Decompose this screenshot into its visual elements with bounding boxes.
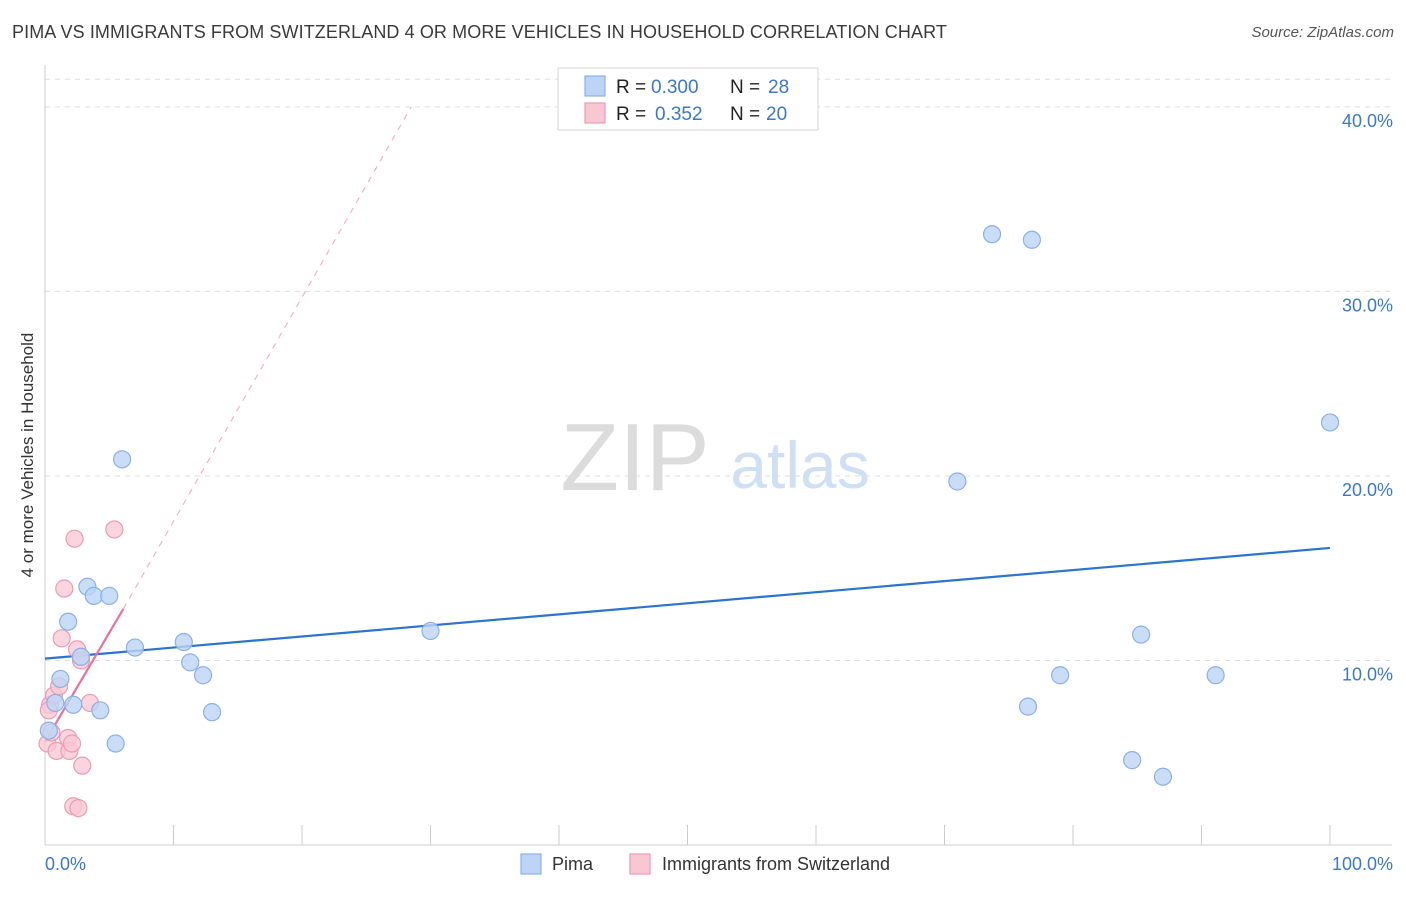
swiss-point — [52, 629, 71, 648]
pima-n-value: 28 — [768, 77, 789, 98]
grid-lines — [45, 78, 1392, 661]
x-tick-label: 100.0% — [1332, 854, 1393, 874]
pima-point — [1123, 751, 1142, 770]
pima-point — [421, 621, 440, 641]
y-tick-label: 30.0% — [1342, 295, 1393, 315]
pima-point — [948, 472, 967, 491]
chart-title: PIMA VS IMMIGRANTS FROM SWITZERLAND 4 OR… — [12, 22, 947, 42]
y-tick-label: 40.0% — [1342, 111, 1393, 131]
pima-point — [181, 653, 200, 672]
pima-point — [91, 701, 110, 720]
y-tick-label: 10.0% — [1342, 664, 1393, 684]
x-tick-label: 0.0% — [45, 854, 86, 874]
pima-r-label: R = — [616, 77, 646, 98]
swiss-r-label: R = — [616, 104, 646, 125]
legend-pima-swatch — [520, 853, 542, 875]
swiss-n-label: N = — [730, 104, 760, 125]
swiss-trend-extension — [122, 106, 412, 610]
swiss-stats-swatch — [584, 102, 606, 124]
pima-point — [125, 638, 145, 657]
pima-point — [1018, 697, 1038, 716]
tick-labels: 10.0% 20.0% 30.0% 40.0% 0.0% 100.0% — [45, 111, 1393, 874]
swiss-point — [69, 798, 88, 818]
y-axis-title: 4 or more Vehicles in Household — [18, 333, 37, 578]
pima-point — [106, 734, 125, 753]
legend-swiss-label: Immigrants from Switzerland — [662, 854, 890, 874]
swiss-trend-line — [44, 608, 125, 743]
pima-point — [112, 450, 132, 469]
pima-point — [39, 721, 58, 740]
pima-point — [1051, 666, 1070, 685]
pima-point — [100, 586, 119, 605]
swiss-n-value: 20 — [766, 104, 787, 125]
pima-point — [59, 612, 78, 631]
pima-point — [1132, 625, 1151, 644]
axes — [44, 65, 1392, 846]
pima-stats-swatch — [584, 75, 606, 97]
pima-point — [46, 693, 65, 713]
pima-r-value: 0.300 — [651, 77, 699, 98]
watermark-zip: ZIP — [560, 404, 709, 511]
pima-point — [193, 666, 213, 685]
legend-pima-label: Pima — [552, 854, 594, 874]
swiss-r-value: 0.352 — [655, 104, 703, 125]
pima-trend-line — [44, 546, 1331, 660]
pima-point — [84, 586, 103, 605]
pima-point — [982, 225, 1002, 244]
swiss-point — [62, 734, 82, 753]
y-axis-title-group: 4 or more Vehicles in Household — [18, 333, 37, 578]
pima-point — [1320, 413, 1340, 432]
source-label: Source: ZipAtlas.com — [1251, 24, 1394, 41]
series-legend: Pima Immigrants from Switzerland — [520, 853, 890, 875]
watermark: ZIP atlas — [560, 404, 869, 511]
pima-point — [174, 632, 193, 652]
pima-point — [1206, 666, 1225, 685]
y-tick-label: 20.0% — [1342, 480, 1393, 500]
data-points — [38, 225, 1340, 818]
stats-legend: R = 0.300 N = 28 R = 0.352 N = 20 — [557, 67, 819, 131]
pima-point — [71, 647, 91, 666]
pima-point — [1153, 767, 1173, 786]
legend-swiss-swatch — [629, 853, 651, 875]
swiss-point — [73, 756, 92, 775]
pima-point — [51, 669, 70, 689]
trend-lines — [44, 106, 1331, 743]
swiss-point — [65, 529, 84, 548]
swiss-point — [55, 579, 74, 598]
watermark-atlas: atlas — [730, 428, 869, 502]
pima-point — [202, 703, 222, 722]
swiss-point — [105, 520, 124, 539]
pima-point — [1022, 230, 1041, 249]
pima-point — [64, 695, 83, 714]
pima-n-label: N = — [730, 77, 760, 98]
